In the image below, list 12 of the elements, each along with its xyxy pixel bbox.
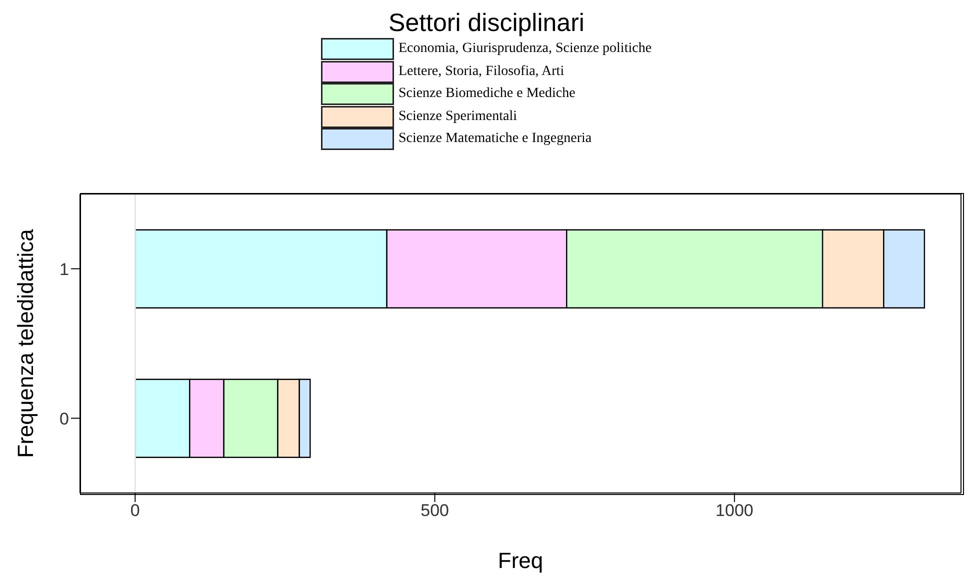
x-axis-title: Freq <box>498 548 544 573</box>
y-tick-label: 1 <box>60 260 69 279</box>
legend-title: Settori disciplinari <box>388 8 584 38</box>
legend-label: Economia, Giurisprudenza, Scienze politiche <box>398 41 652 58</box>
legend-label: Scienze Sperimentali <box>398 108 518 125</box>
x-tick-label: 500 <box>420 501 449 520</box>
x-tick-label: 0 <box>130 501 140 520</box>
legend-label: Scienze Biomediche e Mediche <box>398 86 576 102</box>
legend-label: Lettere, Storia, Filosofia, Arti <box>398 64 564 80</box>
y-axis-title: Frequenza teledidattica <box>12 228 38 458</box>
legend-label: Scienze Matematiche e Ingegneria <box>398 131 592 148</box>
x-tick-label: 1000 <box>716 501 754 520</box>
